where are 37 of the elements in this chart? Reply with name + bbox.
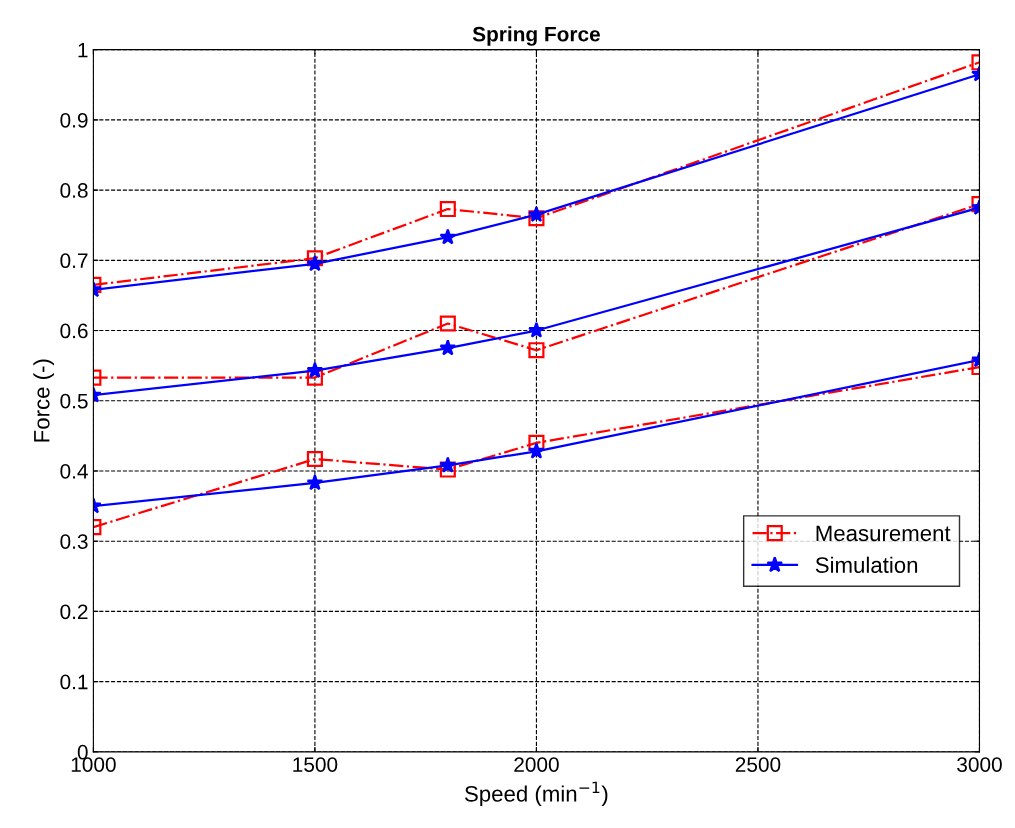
x-axis-title: Speed (min$^{−1}$) [464, 781, 608, 807]
x-tick-label: 2500 [735, 757, 781, 772]
x-tick-label: 2000 [514, 757, 559, 772]
x-tick-label: 3000 [957, 757, 1002, 772]
point [439, 456, 457, 473]
point [306, 474, 324, 491]
point [439, 228, 457, 245]
point [439, 201, 456, 218]
point [306, 450, 323, 468]
point [439, 339, 457, 356]
point [528, 342, 545, 359]
point [528, 434, 545, 451]
y-tick-label: 0.9 [60, 112, 88, 128]
y-tick-label: 0.3 [60, 534, 88, 549]
point [528, 205, 545, 222]
point [439, 461, 456, 478]
y-axis-title: Force (-) [33, 359, 54, 442]
point [306, 250, 323, 267]
y-tick-label: 0.1 [60, 674, 88, 690]
y-tick-label: 0.2 [60, 604, 88, 620]
y-tick-label: 0.7 [60, 253, 88, 269]
point [439, 315, 456, 332]
point [306, 369, 323, 386]
x-tick-label: 1500 [293, 757, 338, 772]
point [306, 255, 324, 272]
legend-label: Measurement [816, 525, 951, 542]
y-tick-label: 0.8 [60, 183, 88, 198]
legend-label: Simulation [815, 556, 918, 573]
chart-title: Spring Force [472, 26, 600, 46]
point [528, 210, 545, 227]
y-tick-label: 0.6 [60, 323, 88, 339]
point [528, 442, 545, 459]
y-tick-label: 0.5 [60, 393, 88, 409]
y-tick-label: 1 [78, 42, 88, 58]
point [306, 361, 324, 378]
y-tick-label: 0.4 [60, 463, 88, 479]
point [528, 321, 545, 338]
